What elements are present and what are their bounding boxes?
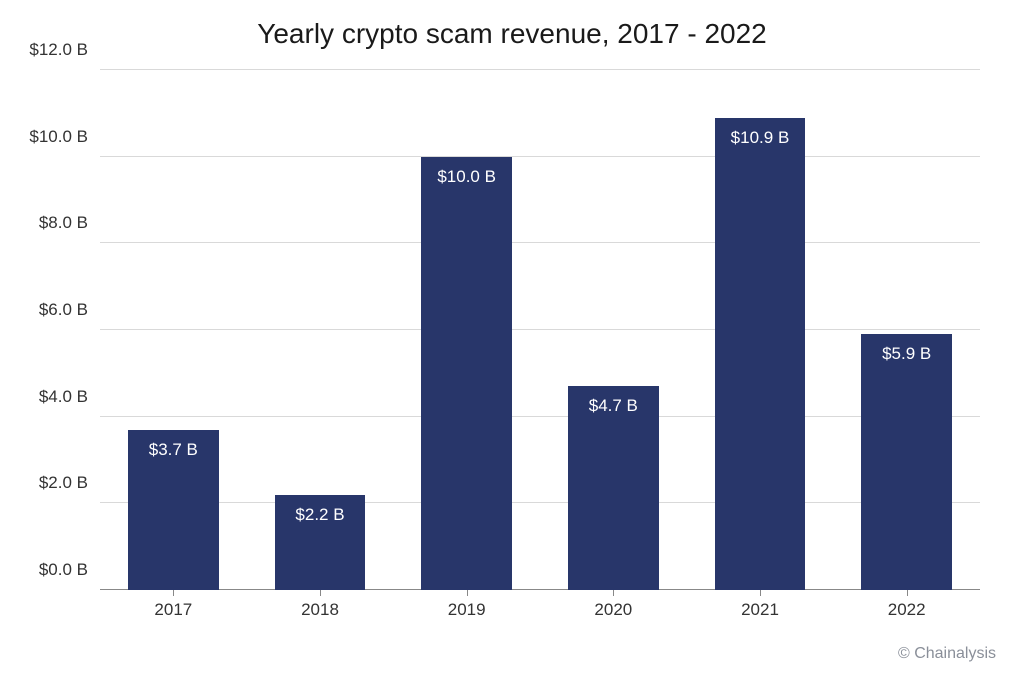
gridline xyxy=(100,69,980,70)
x-tick-mark xyxy=(173,590,174,596)
x-tick-mark xyxy=(467,590,468,596)
bar: $10.9 B xyxy=(715,118,806,590)
bar: $10.0 B xyxy=(421,157,512,590)
x-tick-label: 2018 xyxy=(301,600,339,620)
gridline xyxy=(100,242,980,243)
plot-area: $0.0 B$2.0 B$4.0 B$6.0 B$8.0 B$10.0 B$12… xyxy=(100,70,980,590)
gridline xyxy=(100,329,980,330)
x-tick-label: 2019 xyxy=(448,600,486,620)
bar-value-label: $10.9 B xyxy=(731,128,790,148)
y-tick-label: $0.0 B xyxy=(39,560,88,580)
y-tick-label: $2.0 B xyxy=(39,473,88,493)
x-tick-label: 2020 xyxy=(594,600,632,620)
x-tick-mark xyxy=(907,590,908,596)
y-tick-label: $4.0 B xyxy=(39,387,88,407)
bar: $5.9 B xyxy=(861,334,952,590)
chart-container: Yearly crypto scam revenue, 2017 - 2022 … xyxy=(0,0,1024,679)
bar-value-label: $5.9 B xyxy=(882,344,931,364)
y-tick-label: $10.0 B xyxy=(29,127,88,147)
bar: $2.2 B xyxy=(275,495,366,590)
bar-value-label: $4.7 B xyxy=(589,396,638,416)
x-tick-mark xyxy=(760,590,761,596)
bar-value-label: $3.7 B xyxy=(149,440,198,460)
x-axis-baseline xyxy=(100,589,980,590)
x-tick-label: 2017 xyxy=(154,600,192,620)
y-tick-label: $8.0 B xyxy=(39,213,88,233)
gridline xyxy=(100,416,980,417)
y-tick-label: $12.0 B xyxy=(29,40,88,60)
x-tick-label: 2022 xyxy=(888,600,926,620)
bar: $3.7 B xyxy=(128,430,219,590)
gridline xyxy=(100,502,980,503)
bar-value-label: $2.2 B xyxy=(295,505,344,525)
attribution: © Chainalysis xyxy=(898,645,996,663)
bar-value-label: $10.0 B xyxy=(437,167,496,187)
gridline xyxy=(100,156,980,157)
x-tick-label: 2021 xyxy=(741,600,779,620)
bar: $4.7 B xyxy=(568,386,659,590)
y-tick-label: $6.0 B xyxy=(39,300,88,320)
chart-title: Yearly crypto scam revenue, 2017 - 2022 xyxy=(0,18,1024,50)
x-tick-mark xyxy=(320,590,321,596)
x-tick-mark xyxy=(613,590,614,596)
